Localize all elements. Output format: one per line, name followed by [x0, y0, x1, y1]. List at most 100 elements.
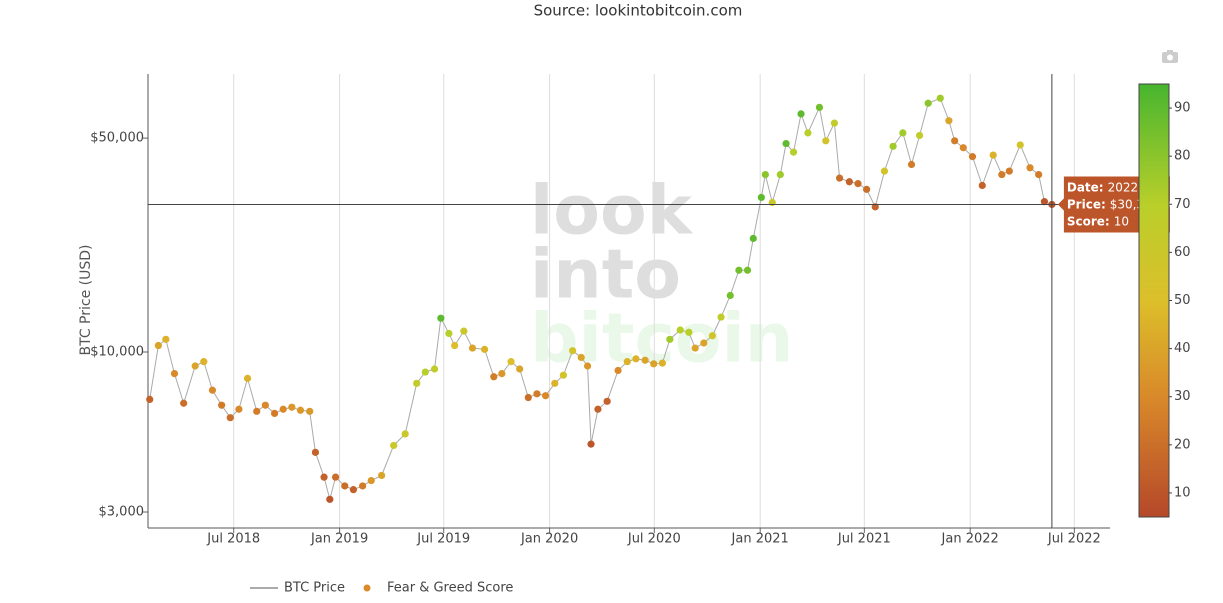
score-point: [170, 370, 179, 378]
score-point: [551, 379, 559, 387]
score-point: [749, 234, 757, 243]
score-point: [180, 399, 188, 407]
score-point: [666, 335, 674, 343]
colorbar-tick-label: 50: [1174, 293, 1191, 308]
score-point: [541, 392, 550, 400]
score-point: [968, 153, 977, 161]
x-tick-label: Jul 2019: [416, 532, 470, 547]
colorbar-tick-label: 30: [1174, 389, 1191, 404]
score-point: [1005, 167, 1013, 175]
score-point: [261, 401, 269, 409]
score-point: [533, 390, 541, 398]
x-tick-label: Jul 2022: [1047, 532, 1101, 547]
score-point: [863, 185, 871, 193]
x-tick-label: Jan 2019: [310, 532, 368, 547]
score-point: [359, 482, 367, 490]
colorbar-tick-label: 40: [1174, 341, 1191, 356]
score-point: [413, 379, 421, 387]
score-point: [490, 373, 498, 381]
y-tick-label: $3,000: [99, 505, 145, 520]
score-point: [945, 117, 953, 125]
score-point: [815, 103, 824, 111]
score-point: [717, 313, 725, 321]
score-point: [1016, 141, 1024, 149]
watermark: bitcoin: [530, 300, 793, 379]
y-axis-title: BTC Price (USD): [78, 244, 94, 355]
colorbar-tick-label: 80: [1174, 149, 1191, 164]
score-point: [390, 441, 398, 450]
y-tick-label: $10,000: [90, 345, 144, 360]
score-point: [854, 180, 862, 188]
score-point: [789, 148, 798, 156]
colorbar-tick-label: 10: [1174, 485, 1191, 500]
score-point: [822, 137, 830, 145]
colorbar: [1138, 83, 1170, 518]
tooltip-row: Score: 10: [1067, 214, 1129, 228]
score-point: [658, 359, 666, 367]
score-point: [577, 353, 585, 362]
score-point: [341, 482, 349, 490]
score-point: [468, 344, 477, 352]
score-point: [296, 406, 305, 414]
chart-title: Source: lookintobitcoin.com: [534, 2, 743, 20]
camera-icon[interactable]: [1162, 50, 1178, 63]
score-point: [761, 170, 769, 179]
score-point: [700, 339, 708, 347]
score-point: [603, 397, 611, 405]
score-point: [776, 170, 784, 179]
score-point: [782, 139, 790, 148]
score-point: [226, 414, 234, 422]
score-point: [768, 198, 776, 207]
score-point: [989, 151, 997, 159]
score-point: [1026, 164, 1034, 172]
score-point: [162, 335, 170, 343]
score-point: [218, 401, 226, 409]
score-point: [279, 405, 287, 413]
score-point: [349, 486, 358, 494]
score-point: [951, 137, 959, 145]
score-point: [421, 368, 429, 376]
score-point: [797, 110, 805, 118]
score-point: [200, 358, 208, 366]
score-point: [306, 407, 314, 415]
score-point: [480, 345, 489, 353]
score-point: [880, 167, 889, 175]
x-tick-label: Jul 2021: [837, 532, 891, 547]
watermark: look: [530, 172, 694, 251]
score-point: [743, 266, 752, 274]
score-point: [757, 193, 765, 202]
score-point: [907, 160, 916, 169]
score-point: [676, 326, 684, 334]
score-point: [1035, 170, 1043, 179]
score-point: [726, 291, 734, 300]
score-point: [243, 374, 252, 382]
legend-label: BTC Price: [284, 581, 345, 596]
score-point: [253, 407, 261, 415]
score-point: [691, 344, 699, 352]
tooltip-value: 10: [1114, 214, 1129, 228]
score-point: [936, 94, 944, 102]
score-point: [270, 409, 279, 418]
score-point: [437, 314, 445, 322]
score-point: [804, 129, 812, 137]
score-point: [377, 471, 386, 480]
score-point: [569, 347, 577, 355]
legend-dot: [363, 584, 371, 592]
score-point: [594, 405, 602, 413]
x-tick-label: Jan 2020: [520, 532, 578, 547]
score-point: [516, 365, 524, 373]
score-point: [311, 448, 320, 456]
score-point: [587, 440, 595, 448]
score-point: [1040, 198, 1049, 206]
score-point: [924, 99, 932, 107]
score-point: [708, 332, 717, 340]
score-point: [915, 131, 924, 140]
x-tick-label: Jul 2020: [627, 532, 681, 547]
colorbar-tick-label: 70: [1174, 197, 1191, 212]
tooltip-key: Date:: [1067, 180, 1104, 194]
score-point: [208, 386, 217, 394]
score-point: [460, 327, 468, 335]
score-point: [507, 358, 515, 366]
score-point: [559, 371, 568, 379]
score-point: [632, 355, 640, 363]
